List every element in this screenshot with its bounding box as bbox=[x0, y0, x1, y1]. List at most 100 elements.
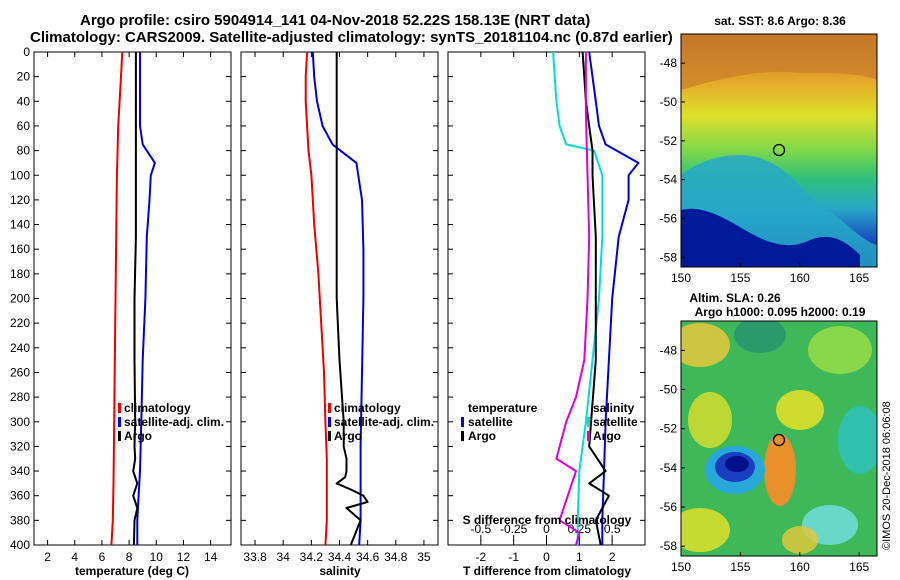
sla-map-anomaly bbox=[688, 392, 732, 448]
difference-xlabel: T difference from climatology bbox=[463, 564, 631, 578]
difference-top-xlabel: S difference from climatology bbox=[463, 513, 632, 527]
series-line-argo bbox=[132, 52, 139, 546]
x-tick-label: 6 bbox=[99, 550, 106, 564]
profile-series bbox=[110, 51, 640, 546]
temperature-legend-satellite: satellite-adj. clim. bbox=[124, 415, 224, 429]
x-tick-label: 2 bbox=[44, 550, 51, 564]
map-y-tick-label: -50 bbox=[660, 383, 678, 397]
x-tick-label: 8 bbox=[126, 550, 133, 564]
x-tick-label: -1 bbox=[508, 550, 519, 564]
top-x-tick-label: 0 bbox=[543, 522, 550, 536]
depth-tick-label: 0 bbox=[23, 45, 30, 59]
temperature-legend-argo: Argo bbox=[124, 429, 152, 443]
x-tick-label: 2 bbox=[609, 550, 616, 564]
map-x-tick-label: 150 bbox=[671, 560, 691, 574]
map-y-tick-label: -54 bbox=[660, 461, 678, 475]
series-line-argo bbox=[335, 52, 369, 546]
axis-ticks: 2 4 6 8 10 12 14 33.8 34 34.2 34.4 34.6 34.8 35 -2 -1 0 1… bbox=[34, 51, 645, 564]
figure-title-line1: Argo profile: csiro 5904914_141 04-Nov-2… bbox=[80, 12, 591, 29]
temperature-legend-climatology: climatology bbox=[124, 401, 191, 415]
sla-map-title-line2: Argo h1000: 0.095 h2000: 0.19 bbox=[695, 305, 866, 319]
x-tick-label: 34.8 bbox=[384, 550, 408, 564]
x-tick-label: 12 bbox=[177, 550, 191, 564]
sla-map-anomaly bbox=[782, 526, 818, 554]
x-tick-label: -2 bbox=[475, 550, 486, 564]
depth-tick-label: 180 bbox=[10, 267, 30, 281]
top-x-tick-label: -0.25 bbox=[500, 522, 528, 536]
series-line-climatology bbox=[304, 51, 328, 546]
sla-map-anomaly bbox=[725, 456, 749, 472]
salinity-legend-satellite: satellite-adj. clim. bbox=[334, 415, 434, 429]
x-tick-label: 14 bbox=[204, 550, 218, 564]
map-y-tick-label: -58 bbox=[660, 539, 678, 553]
depth-tick-label: 260 bbox=[10, 365, 30, 379]
depth-tick-label: 400 bbox=[10, 538, 30, 552]
map-y-tick-label: -54 bbox=[660, 173, 678, 187]
salinity-legend: climatology satellite-adj. clim. Argo bbox=[328, 401, 434, 443]
difference-plot-frame bbox=[447, 51, 646, 546]
depth-tick-label: 80 bbox=[17, 144, 31, 158]
series-line-argo-salinity bbox=[555, 52, 591, 546]
difference-legend-salinity-argo: Argo bbox=[593, 429, 621, 443]
sst-map-title: sat. SST: 8.6 Argo: 8.36 bbox=[714, 14, 846, 28]
map-y-tick-label: -52 bbox=[660, 422, 678, 436]
depth-tick-label: 380 bbox=[10, 513, 30, 527]
salinity-xlabel: salinity bbox=[319, 564, 361, 578]
map-y-tick-label: -56 bbox=[660, 211, 678, 225]
sla-map-anomaly bbox=[764, 434, 796, 506]
x-tick-label: 4 bbox=[71, 550, 78, 564]
map-x-tick-label: 155 bbox=[730, 560, 750, 574]
difference-legend-temperature-satellite: satellite bbox=[468, 415, 513, 429]
depth-tick-label: 360 bbox=[10, 489, 30, 503]
sla-map-title-line1: Altim. SLA: 0.26 bbox=[689, 291, 781, 305]
series-line-satellite-adj-clim- bbox=[311, 51, 365, 546]
sla-map-anomaly bbox=[681, 323, 730, 367]
salinity-plot-frame bbox=[240, 51, 439, 546]
depth-tick-label: 140 bbox=[10, 218, 30, 232]
depth-tick-label: 240 bbox=[10, 341, 30, 355]
x-tick-label: 0 bbox=[543, 550, 550, 564]
map-x-tick-label: 155 bbox=[730, 271, 750, 285]
series-line-climatology bbox=[110, 51, 124, 546]
x-tick-label: 34.4 bbox=[328, 550, 352, 564]
sla-map bbox=[681, 321, 877, 556]
map-axis-ticks: 150 155 160 165 -48 -50 -52 -54 -56 -58 150 155 160 1… bbox=[660, 56, 870, 574]
x-tick-label: 33.8 bbox=[243, 550, 267, 564]
difference-legend: temperature satellite Argo salinity sate… bbox=[461, 401, 638, 443]
sst-map-frame bbox=[680, 33, 878, 268]
depth-tick-label: 20 bbox=[17, 70, 31, 84]
depth-tick-label: 60 bbox=[17, 119, 31, 133]
sla-map-anomaly bbox=[808, 326, 872, 374]
sla-map-anomaly bbox=[681, 508, 730, 552]
map-y-tick-label: -50 bbox=[660, 95, 678, 109]
x-tick-label: 34 bbox=[277, 550, 291, 564]
depth-tick-label: 100 bbox=[10, 168, 30, 182]
sst-map-argo-marker bbox=[772, 143, 786, 157]
map-y-tick-label: -48 bbox=[660, 56, 678, 70]
map-y-tick-label: -56 bbox=[660, 500, 678, 514]
depth-tick-label: 120 bbox=[10, 193, 30, 207]
depth-axis-labels: 0 20 40 60 80 100 120 140 160 180 200 220 240 260 280 3… bbox=[10, 45, 30, 552]
depth-tick-label: 40 bbox=[17, 94, 31, 108]
depth-tick-label: 340 bbox=[10, 464, 30, 478]
temperature-legend: climatology satellite-adj. clim. Argo bbox=[118, 401, 224, 443]
sla-map-anomaly bbox=[734, 321, 786, 353]
series-line-satellite-adj-clim- bbox=[136, 52, 156, 545]
depth-tick-label: 300 bbox=[10, 415, 30, 429]
x-tick-label: 34.2 bbox=[300, 550, 324, 564]
x-tick-label: 1 bbox=[576, 550, 583, 564]
sla-map-anomaly bbox=[838, 406, 877, 474]
sla-map-frame bbox=[680, 320, 878, 557]
map-y-tick-label: -52 bbox=[660, 134, 678, 148]
map-x-tick-label: 165 bbox=[849, 560, 869, 574]
series-line-satellite-temperature bbox=[588, 51, 640, 545]
map-x-tick-label: 160 bbox=[790, 560, 810, 574]
figure-title-line2: Climatology: CARS2009. Satellite-adjuste… bbox=[30, 29, 673, 46]
salinity-legend-climatology: climatology bbox=[334, 401, 401, 415]
sst-map bbox=[681, 34, 877, 267]
sla-map-argo-marker bbox=[772, 433, 786, 447]
series-line-satellite-salinity bbox=[552, 51, 604, 545]
x-tick-label: 34.6 bbox=[356, 550, 380, 564]
depth-tick-label: 220 bbox=[10, 316, 30, 330]
